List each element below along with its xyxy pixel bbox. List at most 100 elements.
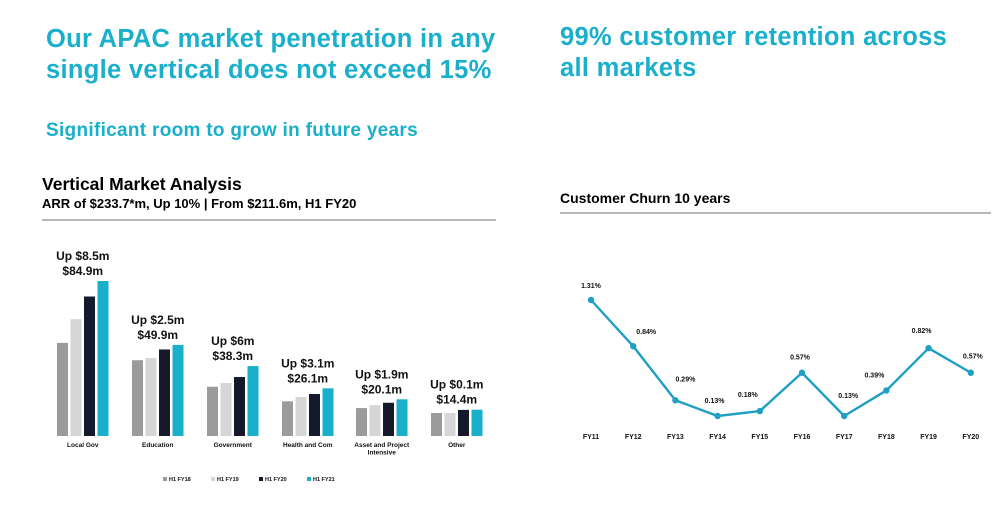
bar-annotation-total: $20.1m [361, 382, 402, 396]
churn-point [714, 412, 721, 420]
right-divider [560, 212, 991, 214]
x-tick-label: FY19 [920, 434, 937, 441]
bar-annotation-up: Up $6m [211, 334, 254, 348]
bar-h1-fy18 [57, 342, 68, 436]
bar-h1-fy21 [471, 409, 483, 436]
bar-annotation-up: Up $0.1m [430, 378, 483, 392]
bar-h1-fy21 [97, 281, 109, 436]
bar-group-2: Up $6m$38.3m Government [207, 334, 259, 449]
bar-h1-fy20 [84, 296, 95, 436]
category-label: Health and Com [283, 442, 333, 449]
bar-annotation-up: Up $1.9m [355, 367, 408, 381]
bar-h1-fy19 [70, 319, 82, 436]
legend-swatch [163, 477, 167, 481]
bar-annotation-up: Up $3.1m [281, 356, 334, 370]
category-label: Intensive [368, 450, 397, 457]
churn-value-label: 0.84% [636, 329, 657, 336]
category-label: Other [448, 442, 466, 449]
legend-swatch [211, 477, 215, 481]
churn-value-label: 0.57% [790, 355, 811, 362]
churn-value-label: 0.39% [864, 372, 885, 379]
legend-swatch [307, 477, 311, 481]
bar-h1-fy18 [282, 401, 293, 436]
churn-value-label: 0.13% [838, 393, 859, 400]
churn-point [756, 407, 763, 415]
left-headline: Our APAC market penetration in any singl… [46, 25, 496, 84]
churn-value-label: 0.82% [912, 328, 933, 335]
legend-label: H1 FY21 [313, 477, 335, 483]
bar-h1-fy21 [322, 388, 334, 436]
bar-legend: H1 FY18 H1 FY19 H1 FY20 H1 FY21 [163, 477, 335, 483]
left-subheadline: Significant room to grow in future years [46, 120, 418, 141]
legend-label: H1 FY19 [217, 477, 239, 483]
bar-group-5: Up $0.1m$14.4m Other [430, 378, 483, 449]
bar-annotation-total: $26.1m [287, 371, 328, 385]
x-tick-label: FY15 [751, 434, 768, 441]
bar-h1-fy21 [396, 399, 408, 436]
legend-label: H1 FY20 [265, 477, 287, 483]
bar-annotation-up: Up $8.5m [56, 249, 109, 263]
category-label: Asset and Project [354, 442, 410, 449]
churn-value-label: 0.57% [963, 354, 984, 361]
x-tick-label: FY13 [667, 434, 684, 441]
bar-h1-fy18 [356, 408, 367, 436]
bar-annotation-total: $38.3m [212, 349, 253, 363]
bar-group-3: Up $3.1m$26.1m Health and Com [281, 356, 334, 449]
bar-h1-fy21 [247, 366, 259, 436]
legend-swatch [259, 477, 263, 481]
vertical-market-title: Vertical Market Analysis [42, 174, 242, 194]
bar-group-0: Up $8.5m$84.9m Local Gov [56, 249, 109, 449]
left-divider [42, 219, 496, 221]
bar-h1-fy19 [145, 358, 157, 436]
x-tick-label: FY16 [794, 434, 811, 441]
legend-item: H1 FY20 [259, 477, 287, 483]
x-tick-label: FY17 [836, 434, 853, 441]
bar-h1-fy18 [207, 386, 218, 436]
vertical-market-bar-chart: Up $8.5m$84.9m Local Gov Up $2.5m$49.9m Edu… [56, 249, 483, 483]
bar-annotation-up: Up $2.5m [131, 313, 184, 327]
x-tick-label: FY20 [962, 434, 979, 441]
bar-h1-fy19 [444, 412, 456, 436]
churn-point [798, 369, 806, 376]
bar-annotation-total: $49.9m [137, 328, 178, 342]
x-tick-label: FY14 [709, 434, 726, 441]
churn-value-label: 0.18% [738, 392, 759, 399]
bar-annotation-total: $84.9m [62, 264, 103, 278]
bar-h1-fy20 [309, 394, 320, 436]
bar-h1-fy20 [383, 402, 394, 436]
legend-item: H1 FY21 [307, 477, 335, 483]
bar-h1-fy19 [220, 383, 232, 436]
bar-h1-fy20 [234, 377, 245, 436]
arr-subtitle: ARR of $233.7*m, Up 10% | From $211.6m, … [42, 196, 357, 211]
x-tick-label: FY18 [878, 434, 895, 441]
churn-point [967, 369, 974, 376]
right-headline: 99% customer retention across all market… [560, 23, 948, 82]
x-tick-label: FY11 [583, 434, 599, 441]
legend-item: H1 FY18 [163, 477, 191, 483]
bar-h1-fy18 [431, 412, 442, 436]
legend-label: H1 FY18 [169, 477, 191, 483]
category-label: Education [142, 442, 173, 449]
bar-h1-fy19 [295, 396, 307, 436]
bar-h1-fy18 [132, 360, 143, 436]
churn-value-label: 0.13% [705, 398, 726, 405]
category-label: Local Gov [67, 442, 99, 449]
churn-line [590, 299, 972, 418]
churn-point [841, 412, 848, 420]
x-tick-label: FY12 [625, 434, 642, 441]
category-label: Government [214, 442, 253, 449]
churn-title: Customer Churn 10 years [560, 190, 731, 206]
churn-value-label: 1.31% [581, 283, 602, 290]
churn-point [672, 397, 679, 404]
churn-point [587, 296, 595, 304]
bar-h1-fy21 [172, 344, 184, 436]
bar-h1-fy19 [369, 405, 381, 436]
bar-annotation-total: $14.4m [436, 393, 477, 407]
bar-h1-fy20 [458, 409, 469, 436]
churn-point [883, 387, 890, 394]
bar-h1-fy20 [159, 349, 170, 436]
churn-point [925, 344, 932, 352]
legend-item: H1 FY19 [211, 477, 239, 483]
